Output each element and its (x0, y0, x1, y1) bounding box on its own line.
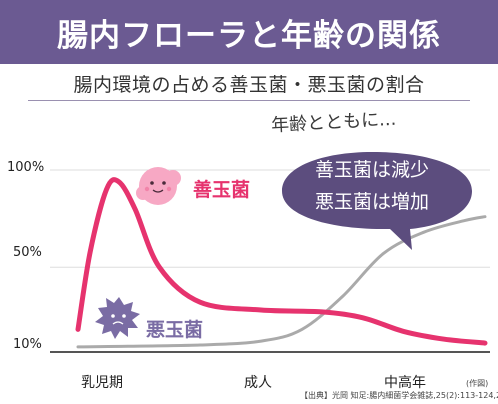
y-tick-label: 100% (7, 160, 44, 175)
x-tick-label: 成人 (244, 372, 272, 392)
bad-bacteria-line (78, 217, 485, 347)
source-citation: 【出典】光岡 知足:腸内細菌学会雑誌,25(2):113-124,2011 (300, 390, 496, 401)
x-tick-label: 中高年 (384, 372, 426, 392)
good-bacteria-character-icon (136, 167, 181, 205)
figure-note: (作図) (466, 378, 488, 389)
good-bacteria-label: 善玉菌 (193, 175, 250, 202)
bad-bacteria-character-icon (95, 297, 140, 339)
y-tick-label: 50% (13, 245, 42, 260)
y-tick-label: 10% (13, 337, 42, 352)
bubble-line-2: 悪玉菌は増加 (282, 186, 462, 218)
x-tick-label: 乳児期 (81, 372, 123, 392)
bad-bacteria-label: 悪玉菌 (146, 315, 203, 342)
bubble-line-1: 善玉菌は減少 (282, 154, 462, 186)
speech-bubble-text: 善玉菌は減少 悪玉菌は増加 (282, 154, 462, 218)
